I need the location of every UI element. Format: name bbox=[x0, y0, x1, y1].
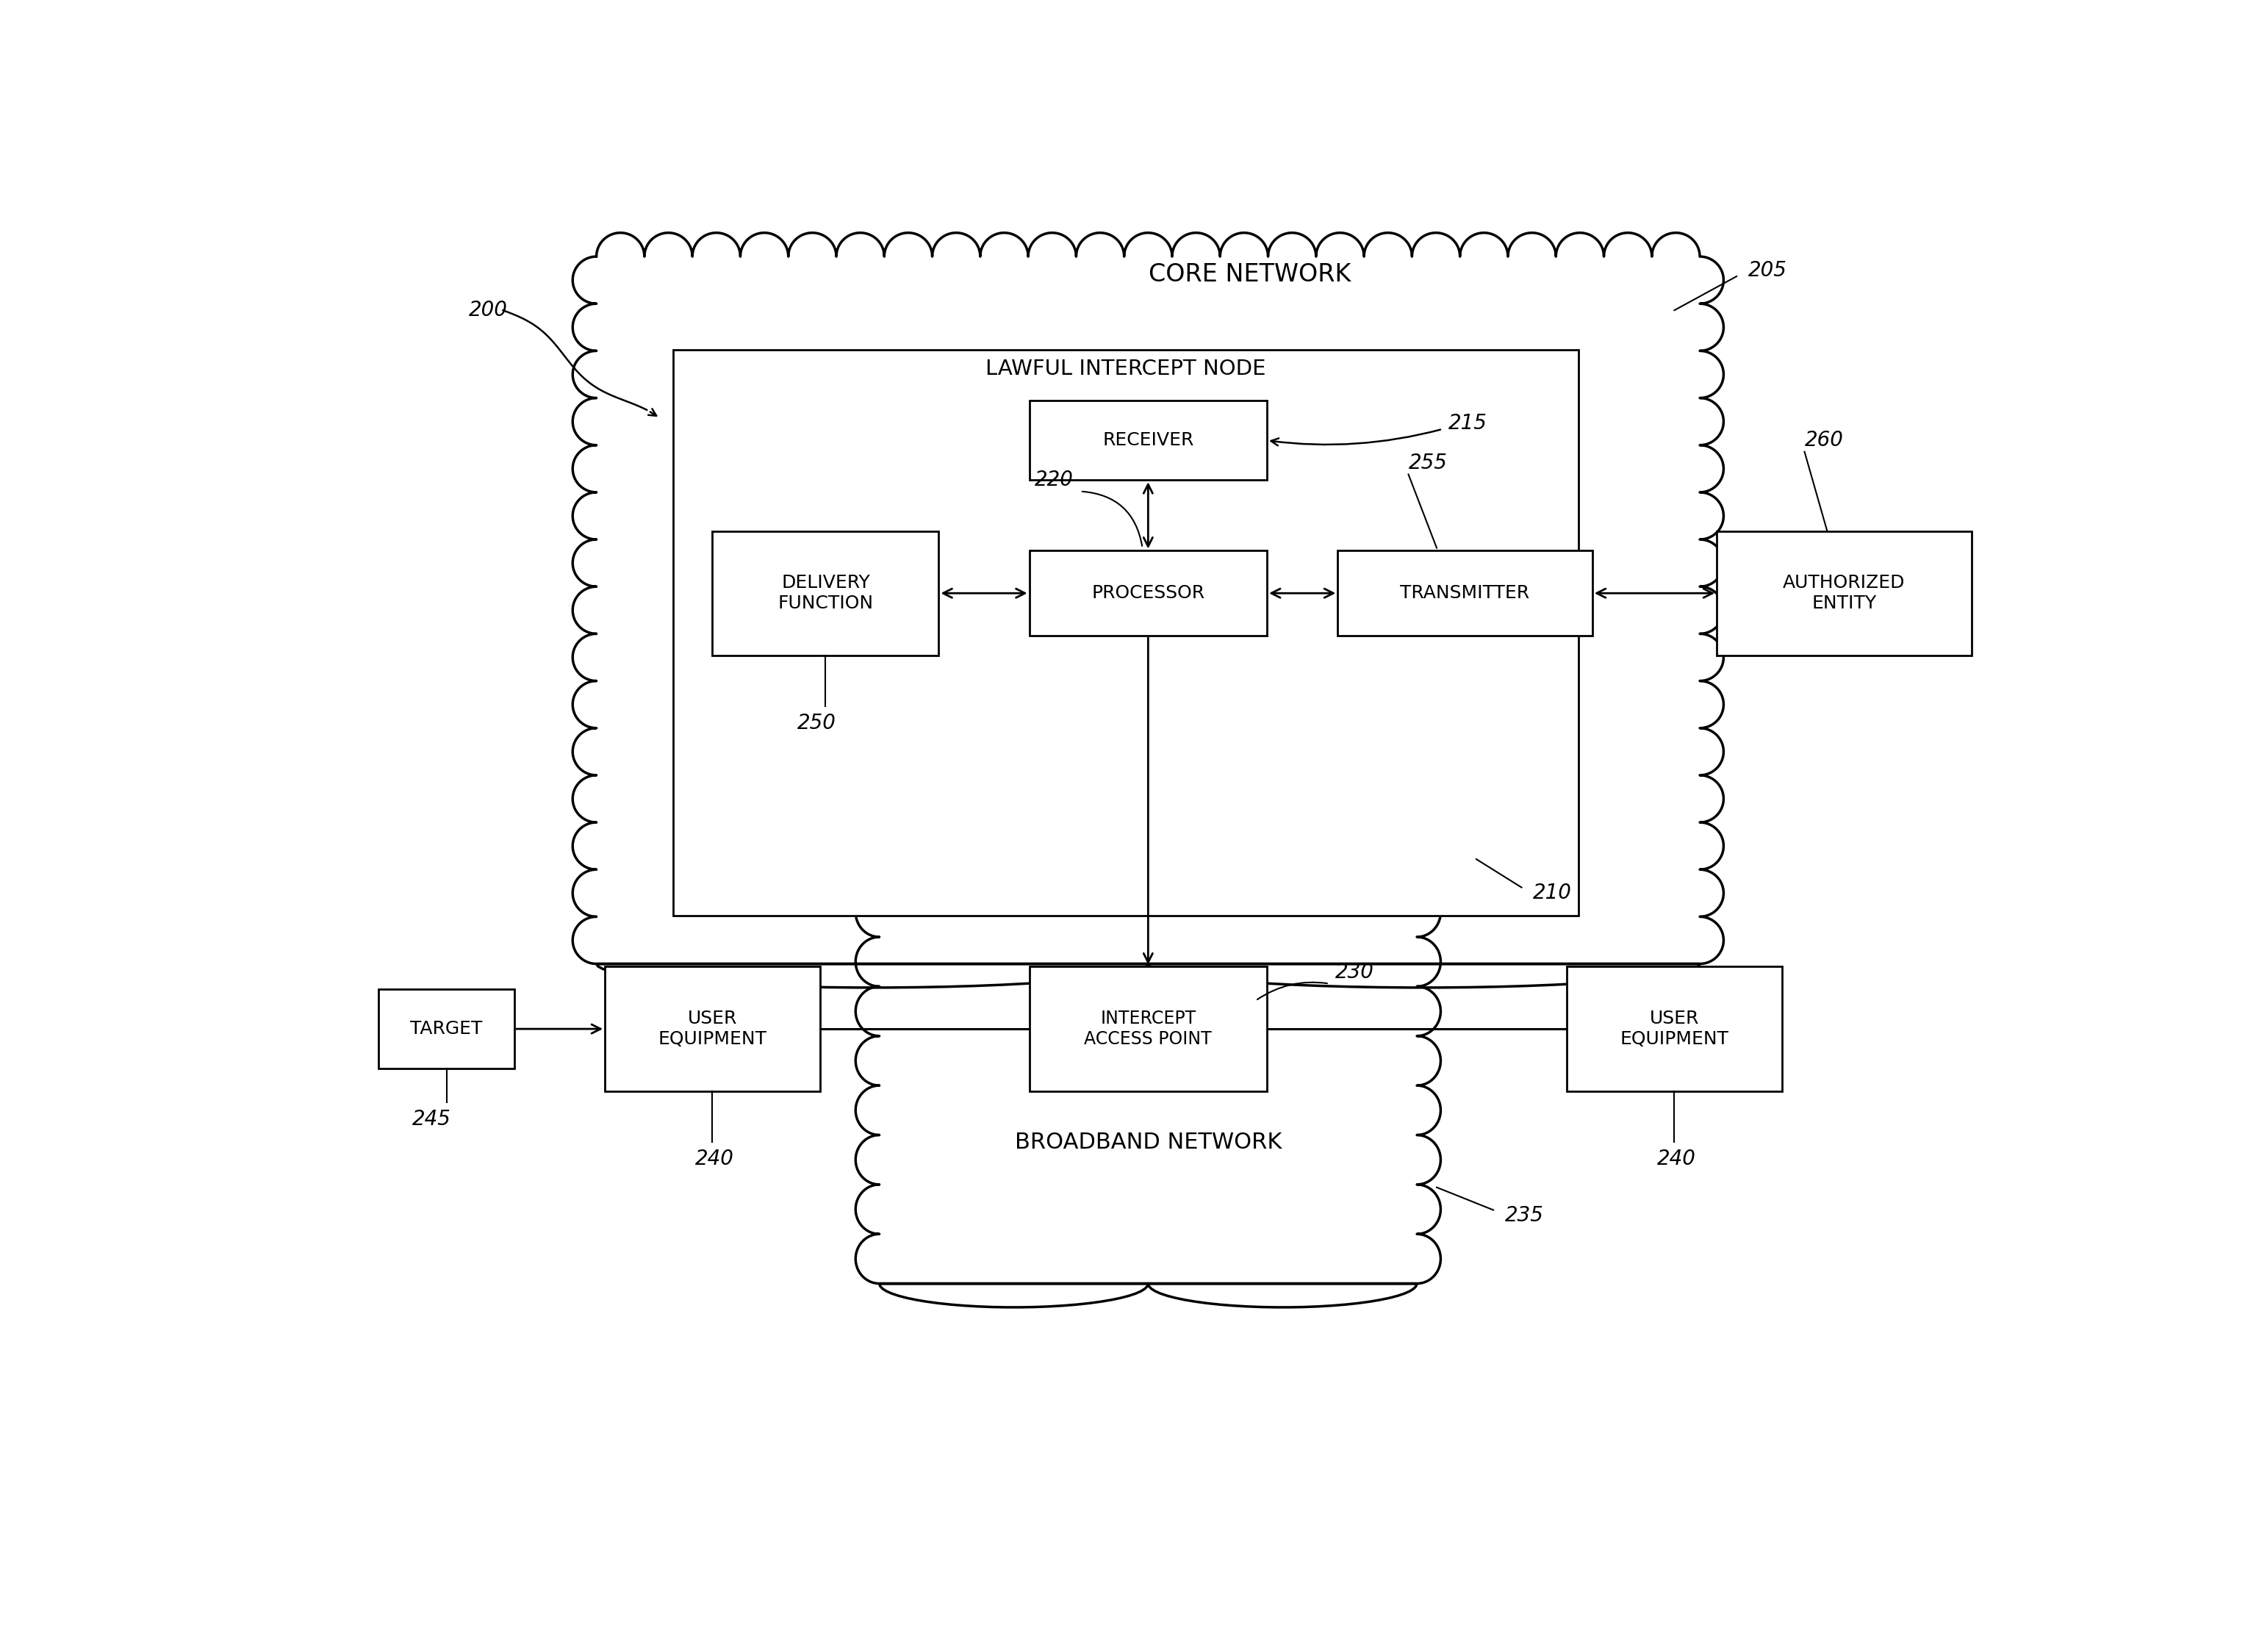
Text: 255: 255 bbox=[1407, 453, 1448, 474]
Text: 210: 210 bbox=[1534, 882, 1572, 904]
Text: 215: 215 bbox=[1448, 413, 1486, 434]
Text: LAWFUL INTERCEPT NODE: LAWFUL INTERCEPT NODE bbox=[985, 358, 1265, 378]
Text: 205: 205 bbox=[1748, 261, 1787, 281]
Bar bbox=[673, 350, 1579, 915]
Bar bbox=[712, 530, 940, 656]
Bar bbox=[1337, 550, 1593, 636]
Text: 200: 200 bbox=[470, 301, 508, 320]
Text: 235: 235 bbox=[1504, 1206, 1543, 1226]
Text: 240: 240 bbox=[1658, 1148, 1697, 1170]
Text: INTERCEPT
ACCESS POINT: INTERCEPT ACCESS POINT bbox=[1084, 1009, 1213, 1047]
Text: USER
EQUIPMENT: USER EQUIPMENT bbox=[657, 1009, 766, 1047]
Text: 220: 220 bbox=[1035, 469, 1073, 491]
Text: CORE NETWORK: CORE NETWORK bbox=[1150, 263, 1351, 286]
Bar bbox=[380, 990, 515, 1069]
Text: 260: 260 bbox=[1805, 430, 1843, 451]
Bar bbox=[1030, 401, 1267, 481]
Text: TARGET: TARGET bbox=[411, 1019, 483, 1037]
Bar bbox=[1030, 966, 1267, 1092]
Text: DELIVERY
FUNCTION: DELIVERY FUNCTION bbox=[777, 575, 874, 613]
Text: BROADBAND NETWORK: BROADBAND NETWORK bbox=[1014, 1132, 1281, 1153]
Text: 250: 250 bbox=[797, 714, 836, 733]
Text: 230: 230 bbox=[1335, 961, 1373, 983]
Bar bbox=[1568, 966, 1782, 1092]
Polygon shape bbox=[856, 864, 1441, 1307]
Polygon shape bbox=[574, 233, 1724, 988]
Bar bbox=[605, 966, 820, 1092]
Text: PROCESSOR: PROCESSOR bbox=[1091, 585, 1204, 601]
Bar bbox=[1030, 550, 1267, 636]
Text: 245: 245 bbox=[413, 1108, 452, 1130]
Text: RECEIVER: RECEIVER bbox=[1102, 431, 1193, 449]
Text: 240: 240 bbox=[696, 1148, 734, 1170]
Text: AUTHORIZED
ENTITY: AUTHORIZED ENTITY bbox=[1782, 575, 1904, 613]
Bar bbox=[1717, 530, 1972, 656]
Text: USER
EQUIPMENT: USER EQUIPMENT bbox=[1620, 1009, 1728, 1047]
Text: TRANSMITTER: TRANSMITTER bbox=[1401, 585, 1529, 601]
